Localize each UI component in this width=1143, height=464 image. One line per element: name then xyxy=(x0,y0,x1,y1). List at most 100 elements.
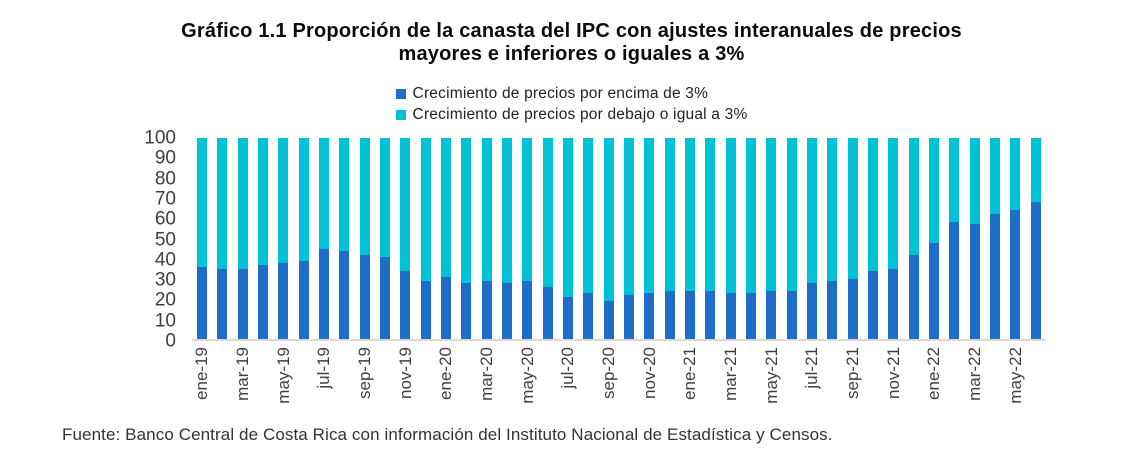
bar-segment-above-3 xyxy=(603,300,614,339)
bar-segment-above-3 xyxy=(298,260,309,339)
bar-segment-below-3 xyxy=(989,138,1000,215)
x-axis-tick-label: may-21 xyxy=(761,347,781,404)
x-axis-tick-label: may-22 xyxy=(1005,347,1025,404)
bar-segment-above-3 xyxy=(1030,202,1041,339)
bar-stack xyxy=(725,138,736,339)
bar-segment-above-3 xyxy=(1010,210,1021,339)
bar-segment-below-3 xyxy=(827,138,838,281)
bar-nov-21 xyxy=(883,138,903,339)
bar-stack xyxy=(685,138,696,339)
bar-stack xyxy=(644,138,655,339)
bar-ene-21 xyxy=(680,138,700,339)
bar-segment-above-3 xyxy=(908,254,919,339)
bar-stack xyxy=(867,138,878,339)
bar-stack xyxy=(949,138,960,339)
bar-segment-below-3 xyxy=(197,138,208,267)
y-axis-tick-label: 0 xyxy=(165,330,176,352)
bar-segment-above-3 xyxy=(522,280,533,339)
bar-segment-above-3 xyxy=(664,290,675,339)
bar-segment-below-3 xyxy=(502,138,513,283)
bar-segment-above-3 xyxy=(766,290,777,339)
legend-label-above-3: Crecimiento de precios por encima de 3% xyxy=(412,85,709,102)
x-axis-tick-label: sep-21 xyxy=(842,347,862,399)
bar-segment-below-3 xyxy=(624,138,635,295)
bar-segment-above-3 xyxy=(725,292,736,339)
x-axis-tick-label: jul-20 xyxy=(558,347,578,389)
bar-stack xyxy=(989,138,1000,339)
bar-ene-20 xyxy=(436,138,456,339)
bar-sep-19 xyxy=(355,138,375,339)
bar-dic-20 xyxy=(660,138,680,339)
bar-mar-21 xyxy=(721,138,741,339)
bar-ago-20 xyxy=(578,138,598,339)
bar-stack xyxy=(502,138,513,339)
bar-segment-below-3 xyxy=(603,138,614,301)
bar-segment-above-3 xyxy=(847,278,858,339)
bar-sep-21 xyxy=(843,138,863,339)
plot-area xyxy=(192,138,1046,341)
bar-jul-21 xyxy=(802,138,822,339)
bar-stack xyxy=(481,138,492,339)
bar-sep-20 xyxy=(599,138,619,339)
bar-stack xyxy=(888,138,899,339)
bar-feb-20 xyxy=(456,138,476,339)
x-axis-tick-label: jul-19 xyxy=(314,347,334,389)
bar-segment-below-3 xyxy=(969,138,980,225)
bar-stack xyxy=(217,138,228,339)
x-axis-tick-label: jul-21 xyxy=(802,347,822,389)
bar-abr-20 xyxy=(497,138,517,339)
bar-stack xyxy=(603,138,614,339)
bar-segment-below-3 xyxy=(664,138,675,291)
y-axis-tick-label: 90 xyxy=(154,147,176,169)
y-axis-tick-label: 50 xyxy=(154,229,176,250)
bar-segment-below-3 xyxy=(258,138,269,265)
bar-segment-above-3 xyxy=(197,266,208,339)
bar-jun-22 xyxy=(1025,138,1045,339)
bar-nov-20 xyxy=(639,138,659,339)
bar-nov-19 xyxy=(395,138,415,339)
bar-segment-below-3 xyxy=(1010,138,1021,211)
bar-segment-above-3 xyxy=(867,270,878,339)
y-axis-tick-label: 40 xyxy=(154,249,176,271)
x-axis-tick-label: nov-21 xyxy=(883,347,903,399)
x-axis-tick-label: sep-19 xyxy=(354,347,374,399)
bar-stack xyxy=(705,138,716,339)
legend: Crecimiento de precios por encima de 3% … xyxy=(0,85,1143,124)
bar-stack xyxy=(1030,138,1041,339)
bar-segment-below-3 xyxy=(420,138,431,281)
bar-segment-below-3 xyxy=(807,138,817,283)
bar-stack xyxy=(563,138,574,339)
bar-segment-above-3 xyxy=(969,224,980,339)
bar-segment-below-3 xyxy=(237,138,248,269)
bar-may-22 xyxy=(1005,138,1025,339)
bar-mar-22 xyxy=(964,138,984,339)
bar-stack xyxy=(664,138,675,339)
bar-stack xyxy=(847,138,858,339)
bar-segment-above-3 xyxy=(807,282,817,339)
bar-segment-below-3 xyxy=(380,138,391,257)
bar-stack xyxy=(624,138,635,339)
bar-segment-above-3 xyxy=(319,248,330,339)
bar-segment-above-3 xyxy=(563,296,574,339)
x-axis-tick-label: nov-19 xyxy=(395,347,415,399)
bar-segment-above-3 xyxy=(644,292,655,339)
chart-title: Gráfico 1.1 Proporción de la canasta del… xyxy=(0,20,1143,66)
bar-segment-above-3 xyxy=(420,280,431,339)
bar-abr-22 xyxy=(985,138,1005,339)
bar-stack xyxy=(969,138,980,339)
bar-segment-below-3 xyxy=(867,138,878,271)
bar-segment-below-3 xyxy=(786,138,797,291)
y-axis-tick-label: 10 xyxy=(154,310,176,332)
legend-item-above-3: Crecimiento de precios por encima de 3% xyxy=(395,85,709,103)
y-axis: 0 10 20 30 40 50 60 70 80 90 100 xyxy=(0,129,176,351)
bar-stack xyxy=(827,138,838,339)
bar-segment-above-3 xyxy=(786,290,797,339)
y-axis-tick-label: 100 xyxy=(144,127,176,149)
bar-stack xyxy=(522,138,533,339)
bar-segment-below-3 xyxy=(400,138,411,271)
bar-segment-above-3 xyxy=(583,292,594,339)
x-axis-tick-label: ene-20 xyxy=(436,347,456,400)
bar-segment-above-3 xyxy=(949,222,960,339)
bar-may-21 xyxy=(761,138,781,339)
